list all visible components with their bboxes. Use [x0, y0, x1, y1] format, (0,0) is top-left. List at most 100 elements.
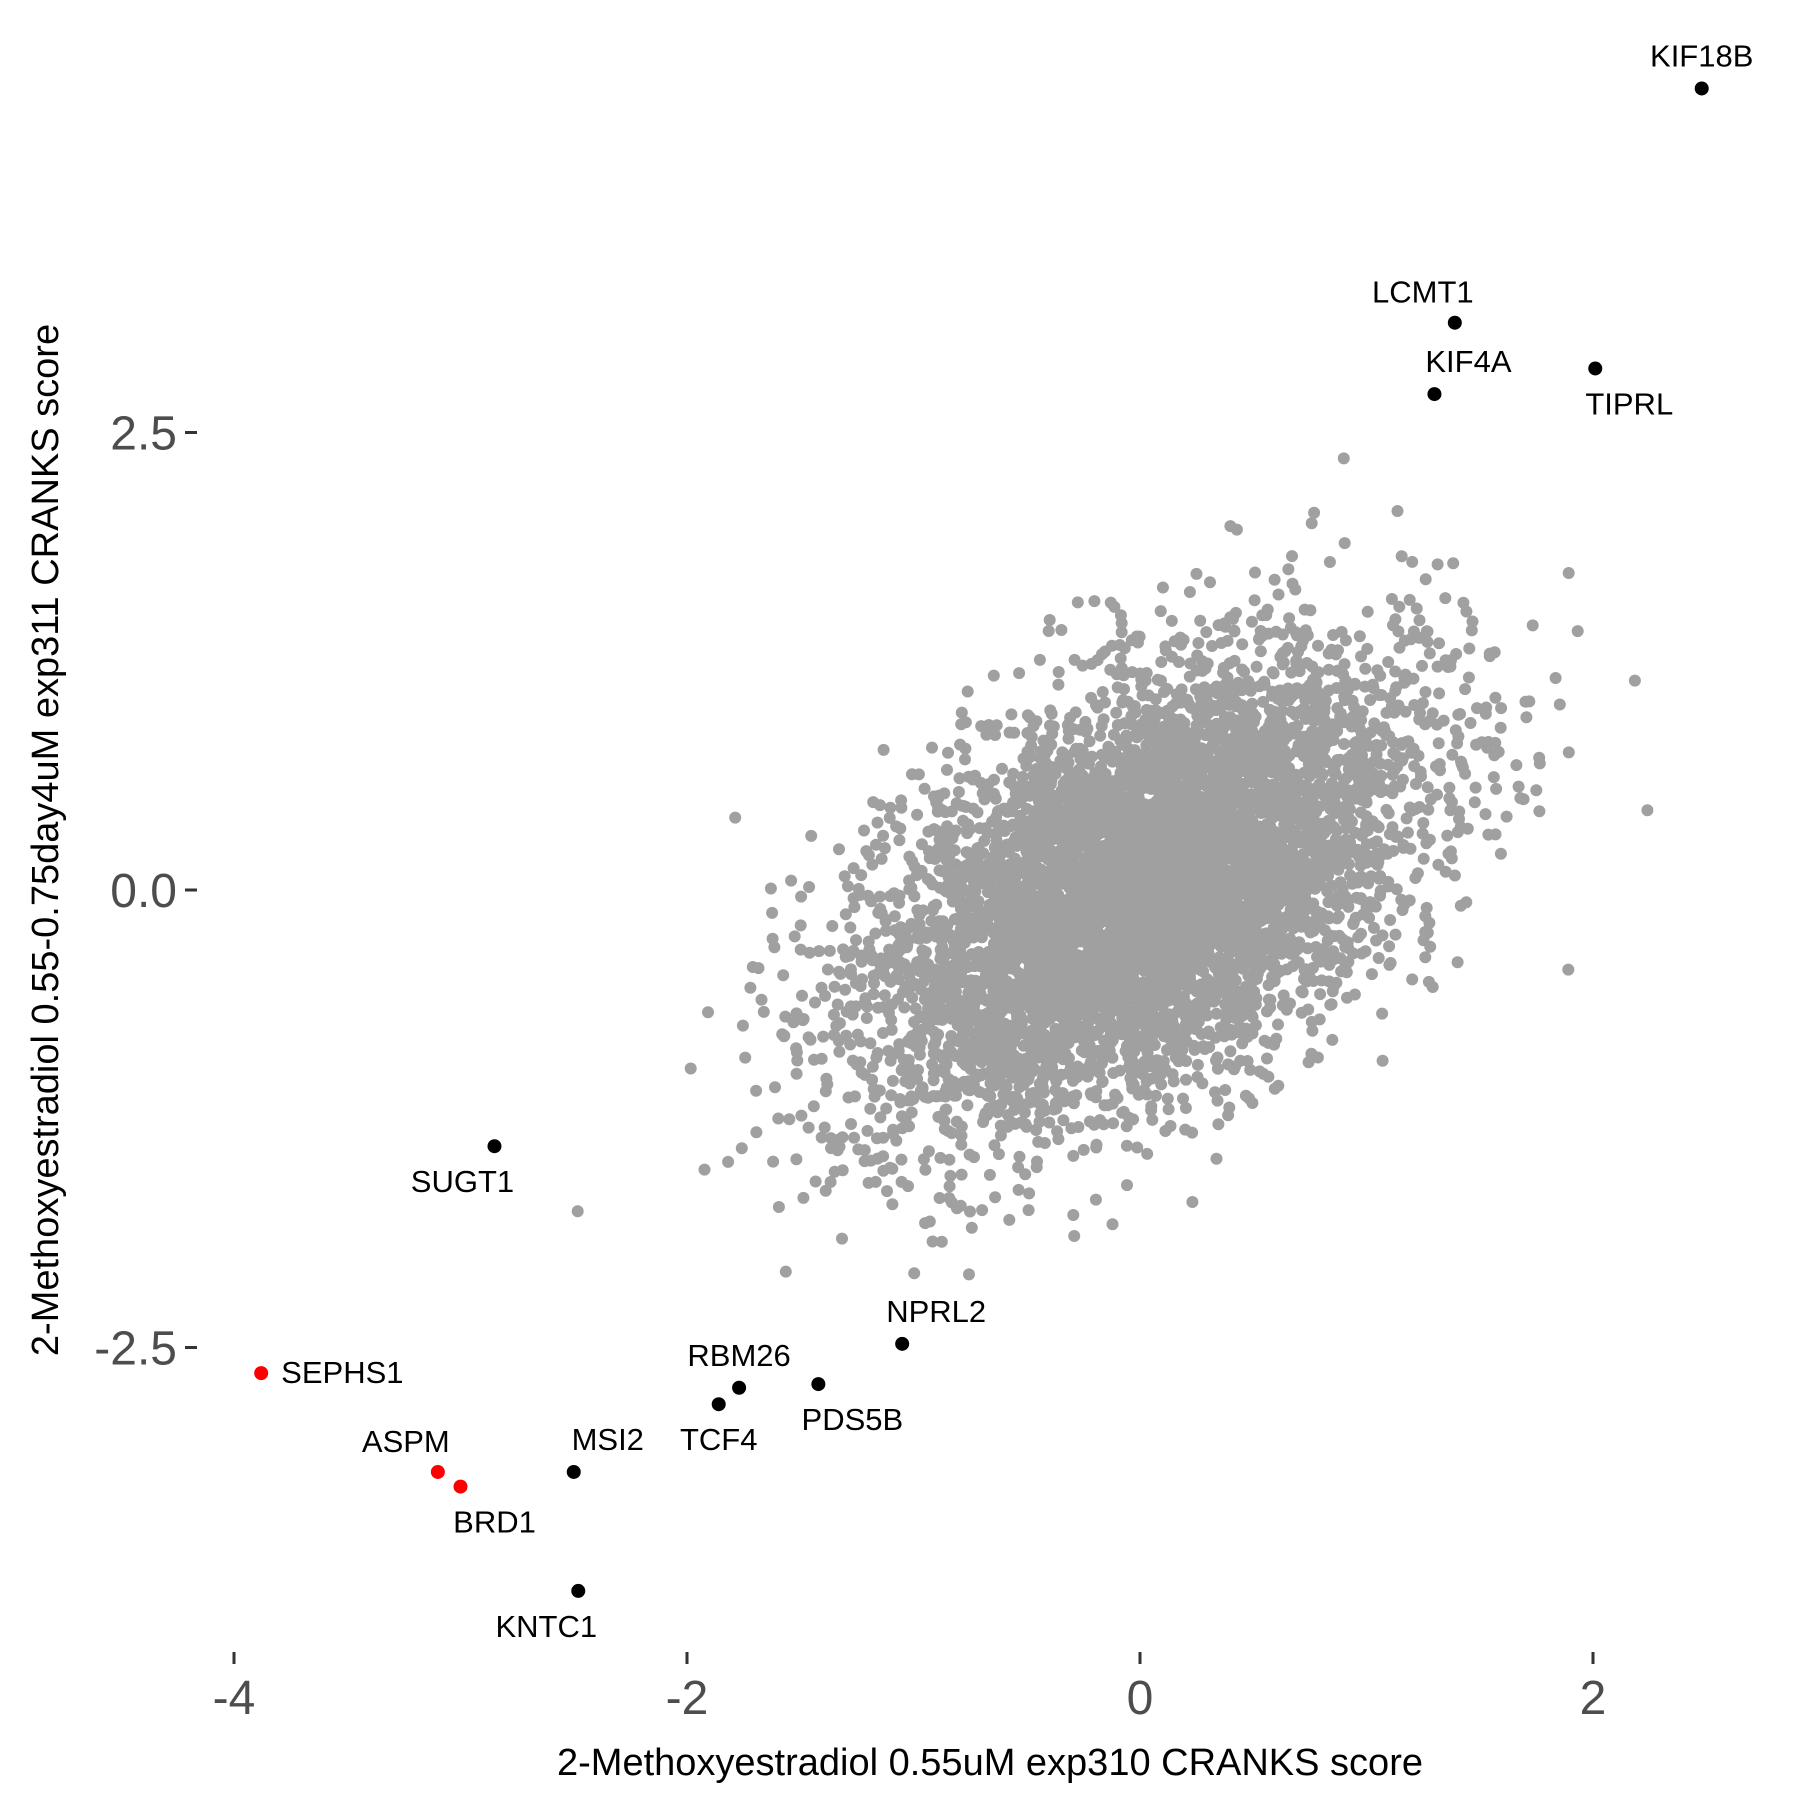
- background-point: [1395, 550, 1408, 563]
- background-point: [1445, 654, 1457, 667]
- background-point: [1141, 1147, 1154, 1160]
- background-point: [1424, 940, 1437, 953]
- background-point: [847, 862, 860, 875]
- background-point: [965, 1221, 978, 1234]
- background-point: [1052, 678, 1065, 691]
- background-point: [729, 811, 742, 824]
- background-point: [955, 706, 968, 719]
- background-point: [1186, 1196, 1199, 1208]
- background-point: [1489, 691, 1502, 704]
- background-point: [1062, 724, 1075, 737]
- background-point: [1085, 750, 1098, 763]
- background-point: [1365, 968, 1378, 981]
- background-point: [807, 1100, 820, 1113]
- background-point: [1254, 645, 1267, 658]
- background-point: [1258, 678, 1271, 691]
- background-point: [1390, 883, 1403, 896]
- background-point: [839, 983, 852, 996]
- background-point: [722, 1155, 735, 1168]
- background-point: [827, 1008, 840, 1021]
- background-point: [1191, 1058, 1204, 1071]
- background-point: [841, 880, 854, 893]
- background-points: [571, 452, 1654, 1281]
- background-point: [855, 955, 868, 968]
- background-point: [1338, 537, 1351, 550]
- background-point: [1158, 686, 1170, 698]
- background-point: [1420, 901, 1433, 914]
- background-point: [1306, 1024, 1319, 1037]
- background-point: [1043, 1116, 1056, 1129]
- background-point: [794, 919, 807, 932]
- background-point: [870, 1051, 883, 1064]
- background-point: [842, 1091, 855, 1104]
- background-point: [858, 1155, 871, 1168]
- background-point: [1130, 630, 1143, 643]
- background-point: [980, 1088, 993, 1100]
- background-point: [1090, 1138, 1103, 1151]
- background-point: [797, 1191, 810, 1204]
- background-point: [840, 1005, 853, 1018]
- background-point: [796, 989, 808, 1002]
- background-point: [795, 1109, 808, 1122]
- background-point: [1341, 991, 1353, 1004]
- background-point: [1128, 744, 1141, 757]
- background-point: [1194, 614, 1207, 627]
- background-point: [893, 834, 906, 847]
- background-point: [1146, 1113, 1159, 1126]
- background-point: [875, 852, 888, 865]
- background-point: [1480, 701, 1493, 714]
- background-point: [867, 969, 880, 982]
- background-point: [987, 669, 1000, 682]
- background-point: [1154, 605, 1167, 618]
- background-point: [1355, 947, 1368, 960]
- background-point: [1364, 694, 1377, 706]
- background-point: [1409, 872, 1422, 884]
- background-point: [1469, 781, 1482, 794]
- background-point: [877, 743, 890, 756]
- background-point: [944, 1169, 957, 1182]
- background-point: [959, 753, 971, 766]
- background-point: [884, 801, 897, 814]
- background-point: [818, 1121, 831, 1134]
- background-point: [996, 762, 1008, 775]
- background-point: [989, 1191, 1002, 1204]
- background-point: [1012, 1161, 1025, 1174]
- background-point: [1295, 985, 1308, 998]
- background-point: [955, 1168, 968, 1181]
- background-point: [847, 944, 860, 957]
- background-point: [869, 927, 882, 940]
- background-point: [1449, 724, 1462, 737]
- background-point: [1172, 656, 1185, 668]
- background-point: [1409, 778, 1422, 790]
- background-point: [828, 980, 841, 993]
- background-point: [961, 685, 974, 698]
- background-point: [1495, 702, 1508, 715]
- background-point: [794, 943, 807, 956]
- background-point: [1196, 655, 1209, 668]
- background-point: [1298, 964, 1311, 977]
- background-point: [919, 1217, 932, 1230]
- background-point: [1106, 1218, 1119, 1231]
- background-point: [1530, 784, 1543, 797]
- background-point: [933, 1192, 946, 1204]
- background-point: [766, 906, 779, 919]
- background-point: [862, 935, 875, 948]
- background-point: [1219, 1084, 1232, 1096]
- background-point: [1188, 1043, 1201, 1056]
- background-point: [864, 1037, 877, 1050]
- background-point: [866, 1060, 879, 1073]
- background-point: [1376, 929, 1389, 942]
- background-point: [1512, 780, 1525, 793]
- background-point: [1038, 1137, 1051, 1149]
- background-point: [1412, 749, 1425, 762]
- background-point: [824, 1176, 837, 1188]
- background-point: [1008, 726, 1021, 739]
- background-point: [874, 959, 887, 972]
- background-point: [1571, 625, 1584, 638]
- background-point: [1451, 737, 1464, 750]
- background-point: [1488, 749, 1501, 762]
- background-point: [1013, 1081, 1026, 1094]
- background-point: [819, 1184, 832, 1197]
- background-point: [1300, 975, 1313, 988]
